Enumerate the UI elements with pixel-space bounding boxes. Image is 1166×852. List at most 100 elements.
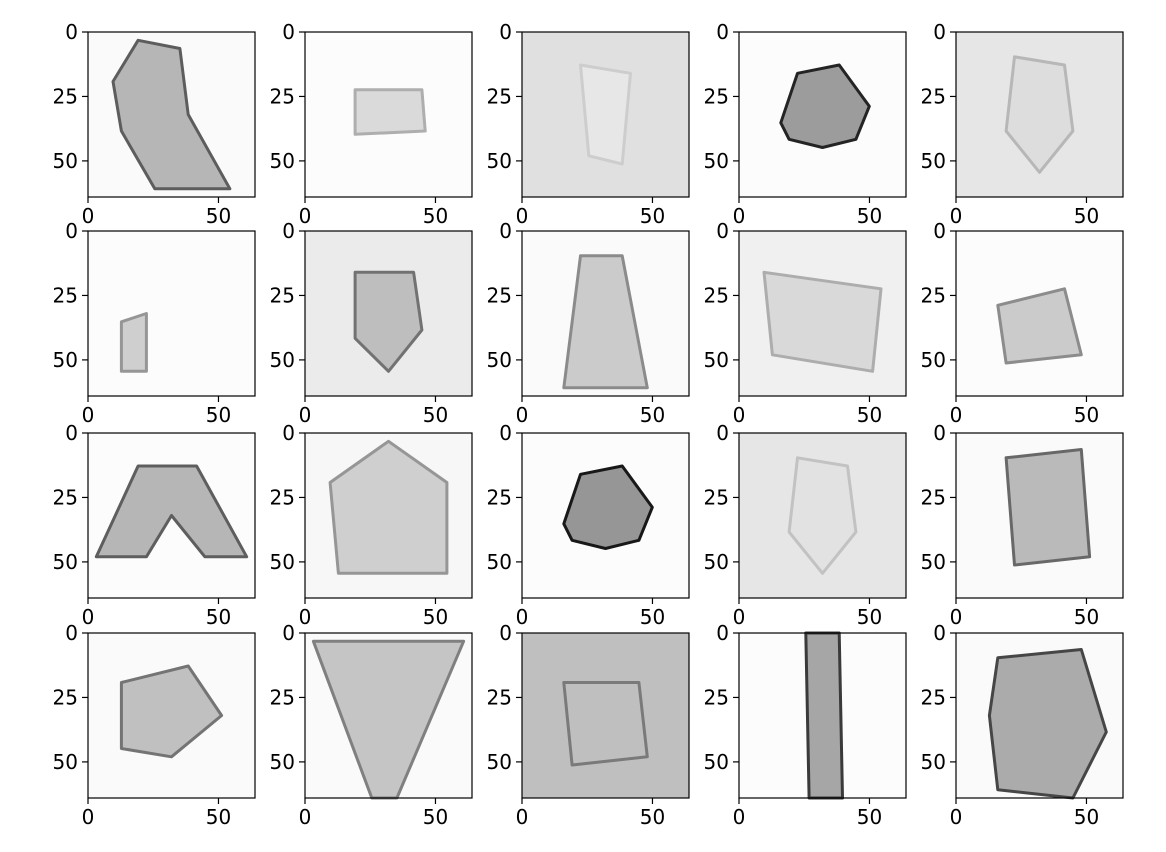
subplot-3-0: 0 50 0 25 50 [53,621,256,829]
y-tick-label: 50 [487,550,512,574]
y-tick-label: 50 [921,348,946,372]
x-tick-label: 50 [857,605,882,629]
x-tick-label: 50 [857,403,882,427]
subplot-0-0: 0 50 0 25 50 [53,20,256,228]
subplot-2-0: 0 50 0 25 50 [53,421,256,629]
y-tick-label: 50 [53,348,78,372]
x-tick-label: 0 [950,204,963,228]
subplot-3-3: 0 50 0 25 50 [704,621,907,829]
y-tick-label: 50 [53,149,78,173]
y-tick-label: 50 [487,750,512,774]
axes-frame [304,632,473,799]
y-tick-label: 25 [704,84,729,108]
y-tick-label: 50 [270,348,295,372]
x-tick-label: 0 [950,605,963,629]
image-drawing [111,38,232,191]
image-background [88,231,255,396]
image-drawing [562,681,649,767]
y-tick-label: 0 [65,219,78,243]
subplot-1-3: 0 50 0 25 50 [704,219,907,427]
x-tick-label: 0 [733,403,746,427]
axes-frame [738,230,907,397]
axes-frame [87,632,256,799]
y-tick-label: 25 [270,283,295,307]
image-drawing [1004,55,1075,174]
image-drawing [119,312,148,373]
axes-frame [521,230,690,397]
y-tick-label: 50 [270,750,295,774]
subplot-2-3: 0 50 0 25 50 [704,421,907,629]
image-drawing [762,270,883,373]
x-tick-label: 0 [299,403,312,427]
subplot-3-1: 0 50 0 25 50 [270,621,473,829]
x-tick-label: 50 [206,805,231,829]
y-tick-label: 25 [921,485,946,509]
axes-frame [304,31,473,198]
y-tick-label: 0 [933,219,946,243]
y-tick-label: 50 [53,750,78,774]
y-tick-label: 0 [933,20,946,44]
subplot-2-1: 0 50 0 25 50 [270,421,473,629]
x-tick-label: 0 [516,204,529,228]
subplot-3-2: 0 50 0 25 50 [487,621,690,829]
y-tick-label: 25 [487,283,512,307]
y-tick-label: 0 [65,421,78,445]
y-tick-label: 50 [921,750,946,774]
x-tick-label: 50 [857,805,882,829]
x-tick-label: 50 [640,403,665,427]
y-tick-label: 25 [270,685,295,709]
axes-frame [87,31,256,198]
y-tick-label: 25 [487,84,512,108]
x-tick-label: 50 [423,805,448,829]
subplot-1-0: 0 50 0 25 50 [53,219,256,427]
y-tick-label: 25 [53,485,78,509]
y-tick-label: 0 [282,219,295,243]
subplot-grid: 0 50 0 25 50 0 50 0 25 50 0 50 0 25 50 0 50 0 25 50 0 50 0 25 50… [53,20,1124,829]
x-tick-label: 50 [1074,204,1099,228]
y-tick-label: 0 [282,421,295,445]
image-drawing [328,439,449,575]
y-tick-label: 50 [704,348,729,372]
y-tick-label: 50 [270,149,295,173]
x-tick-label: 50 [206,204,231,228]
axes-frame [87,432,256,599]
subplot-1-1: 0 50 0 25 50 [270,219,473,427]
x-tick-label: 50 [423,204,448,228]
y-tick-label: 0 [716,219,729,243]
axes-frame [521,632,690,799]
x-tick-label: 50 [1074,403,1099,427]
axes-frame [955,230,1124,397]
image-drawing [779,63,871,149]
y-tick-label: 0 [933,621,946,645]
y-tick-label: 0 [716,621,729,645]
y-tick-label: 0 [716,421,729,445]
x-tick-label: 0 [733,204,746,228]
y-tick-label: 50 [270,550,295,574]
x-tick-label: 50 [423,403,448,427]
y-tick-label: 50 [704,550,729,574]
y-tick-label: 25 [270,485,295,509]
subplot-2-4: 0 50 0 25 50 [921,421,1124,629]
axes-frame [521,432,690,599]
axes-frame [738,632,907,799]
image-drawing [804,631,844,800]
y-tick-label: 25 [704,485,729,509]
image-drawing [562,254,649,390]
axes-frame [955,632,1124,799]
y-tick-label: 25 [921,283,946,307]
y-tick-label: 25 [53,84,78,108]
y-tick-label: 50 [921,550,946,574]
y-tick-label: 50 [921,149,946,173]
y-tick-label: 50 [704,750,729,774]
y-tick-label: 0 [499,219,512,243]
image-drawing [787,456,858,575]
y-tick-label: 0 [65,20,78,44]
x-tick-label: 0 [82,403,95,427]
x-tick-label: 0 [299,204,312,228]
x-tick-label: 0 [299,605,312,629]
x-tick-label: 50 [1074,805,1099,829]
axes-frame [304,230,473,397]
y-tick-label: 25 [921,685,946,709]
x-tick-label: 50 [423,605,448,629]
y-tick-label: 25 [270,84,295,108]
